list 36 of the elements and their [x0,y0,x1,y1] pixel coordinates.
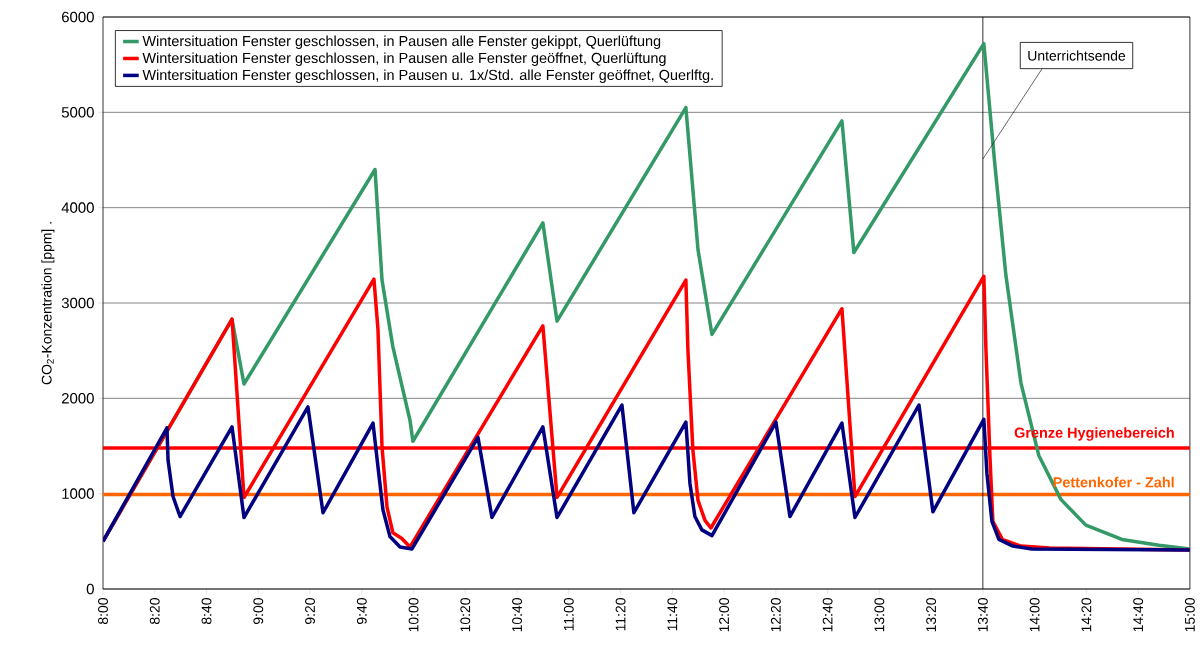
x-tick-label: 10:20 [460,598,471,632]
x-tick-label: 9:40 [356,598,367,625]
x-tick-label: 14:20 [1081,598,1092,632]
ref-line-label: Pettenkofer - Zahl [1053,476,1174,488]
x-tick-label: 12:20 [770,598,781,632]
x-tick-label: 13:00 [874,598,885,632]
x-tick-label: 11:40 [667,598,678,631]
x-tick-label: 10:00 [408,598,419,632]
y-tick-label: 2000 [61,393,94,404]
ref-line-label: Unterrichtsende [1028,50,1126,61]
y-tick-label: 3000 [61,297,94,309]
x-tick-label: 13:40 [977,598,988,632]
y-tick-label: 5000 [61,107,94,118]
y-tick-label: 6000 [62,11,94,23]
y-tick-label: 1000 [62,488,94,499]
x-tick-label: 12:40 [822,598,833,632]
x-tick-label: 14:40 [1133,598,1144,632]
x-tick-label: 12:00 [719,598,730,632]
x-tick-label: 11:00 [563,598,574,631]
legend-label: Wintersituation Fenster geschlossen, in Pausen u. 1x/Std. alle Fenster geöffnet, Querlftg. [142,69,713,83]
y-tick-label: 4000 [61,202,94,213]
x-tick-label: 14:00 [1029,598,1040,632]
line-series [103,403,1190,552]
x-tick-label: 8:20 [149,598,160,625]
y-tick-label: 0 [86,583,94,595]
x-tick-label: 13:20 [926,598,937,632]
x-tick-label: 8:00 [98,598,108,625]
x-tick-label: 15:00 [1184,598,1195,632]
y-axis-title: CO$_{2}$-Konzentration [ppm] . [41,222,55,385]
x-tick-label: 9:20 [305,598,315,625]
legend-label: Wintersituation Fenster geschlossen, in Pausen alle Fenster geöffnet, Querlüftung [142,52,666,66]
x-tick-label: 10:40 [512,598,522,632]
legend-label: Wintersituation Fenster geschlossen, in Pausen alle Fenster gekippt, Querlüftung [142,35,661,50]
x-tick-label: 8:40 [201,598,212,625]
x-tick-label: 11:20 [615,598,626,631]
x-tick-label: 9:00 [253,598,264,625]
